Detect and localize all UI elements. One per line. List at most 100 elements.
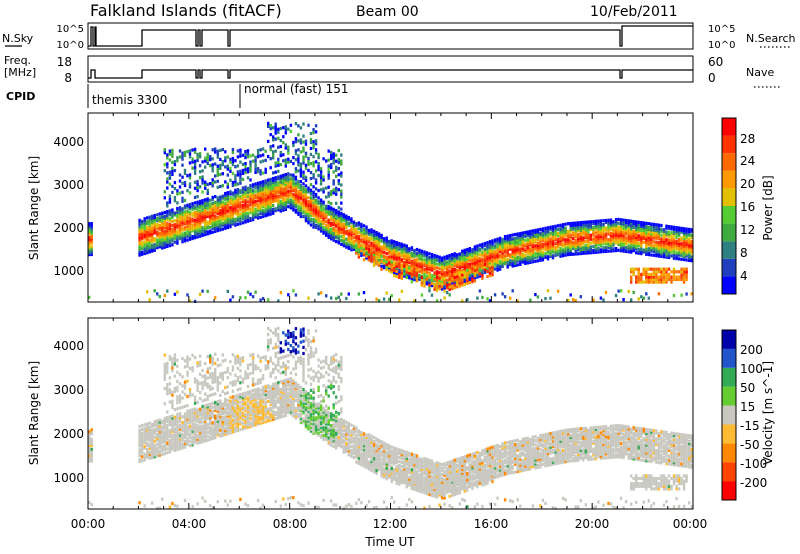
power-cell — [564, 251, 567, 255]
power-cell — [514, 254, 517, 258]
power-cell — [181, 196, 184, 200]
power-cell — [514, 246, 517, 250]
power-cell — [647, 235, 650, 239]
power-cell — [168, 238, 172, 242]
power-cell — [246, 192, 250, 196]
velocity-cell — [90, 447, 93, 451]
power-cell — [148, 227, 151, 231]
velocity-cell — [201, 440, 204, 444]
power-cell — [264, 204, 267, 208]
power-cell — [393, 255, 396, 259]
power-cell — [294, 181, 298, 185]
power-cell — [577, 252, 580, 256]
velocity-cell — [168, 417, 172, 421]
power-cell — [284, 203, 287, 208]
power-cell — [622, 234, 625, 238]
power-cell — [579, 246, 582, 250]
power-cell — [330, 214, 333, 218]
power-cell — [471, 252, 474, 256]
power-cell — [294, 197, 298, 201]
velocity-cell — [88, 451, 91, 455]
power-cell — [221, 208, 224, 212]
power-cell — [438, 267, 441, 271]
power-cell — [337, 231, 340, 235]
power-cell — [425, 268, 429, 272]
velocity-cell — [163, 446, 166, 450]
power-cell — [272, 204, 275, 208]
power-cell — [274, 176, 277, 180]
power-cell — [337, 212, 340, 216]
power-cell — [173, 219, 177, 223]
power-cell — [193, 232, 197, 236]
power-cell — [567, 243, 570, 247]
power-cell — [193, 236, 197, 240]
power-cell — [486, 254, 489, 258]
power-cell — [224, 193, 227, 197]
power-cell — [274, 164, 277, 168]
power-cell — [529, 233, 532, 237]
power-cell — [655, 250, 658, 254]
power-cell — [622, 226, 625, 230]
power-cell — [319, 212, 323, 216]
power-cell — [637, 249, 640, 253]
power-cell — [259, 215, 262, 219]
power-cell — [637, 236, 640, 240]
power-cell — [140, 241, 144, 245]
power-cell — [614, 229, 618, 233]
power-cell — [322, 212, 325, 216]
power-cell — [279, 188, 282, 192]
power-cell — [531, 244, 535, 248]
power-cell — [229, 160, 232, 164]
power-cell — [229, 223, 232, 227]
power-cell — [660, 277, 663, 282]
power-cell — [249, 191, 252, 195]
power-cell — [143, 228, 146, 232]
power-cell — [294, 189, 298, 193]
power-cell — [539, 251, 542, 255]
power-cell — [471, 257, 474, 261]
power-cell — [466, 267, 469, 271]
power-cell — [468, 247, 471, 251]
power-cell — [438, 281, 441, 285]
power-cell — [458, 274, 461, 278]
power-cell — [234, 194, 237, 198]
power-cell — [645, 241, 648, 245]
power-cell — [317, 215, 320, 219]
power-cell — [435, 281, 439, 285]
power-cell — [496, 253, 499, 257]
power-cell — [690, 239, 693, 243]
power-cell — [491, 243, 494, 247]
power-cell — [209, 210, 212, 214]
velocity-cell — [191, 431, 194, 435]
velocity-cell — [178, 382, 182, 386]
power-cell — [282, 202, 285, 206]
power-cell — [151, 239, 154, 244]
nsearch-tick-top: 10^5 — [708, 24, 735, 35]
velocity-cell — [181, 424, 184, 429]
power-cell — [471, 263, 474, 267]
power-cell — [506, 236, 509, 240]
power-cell — [526, 243, 529, 248]
power-cell — [307, 213, 310, 217]
power-cell — [307, 211, 310, 215]
cpid-row: CPID themis 3300 normal (fast) 151 — [6, 82, 348, 108]
power-cell — [229, 201, 232, 206]
power-cell — [612, 237, 615, 241]
power-cell — [582, 247, 585, 252]
power-cell — [506, 248, 509, 252]
power-cell — [635, 231, 638, 236]
power-cell — [206, 188, 209, 192]
power-cell — [637, 247, 640, 251]
power-cell — [148, 215, 151, 219]
velocity-cell — [178, 441, 182, 445]
power-cell — [425, 255, 429, 259]
power-cell — [635, 241, 638, 245]
power-cell — [254, 164, 257, 168]
power-cell — [307, 201, 310, 206]
power-cell — [309, 131, 313, 136]
power-cell — [264, 202, 267, 206]
power-cell — [461, 257, 464, 261]
power-cell — [423, 284, 426, 288]
power-cell — [458, 267, 461, 272]
power-cell — [514, 263, 517, 268]
